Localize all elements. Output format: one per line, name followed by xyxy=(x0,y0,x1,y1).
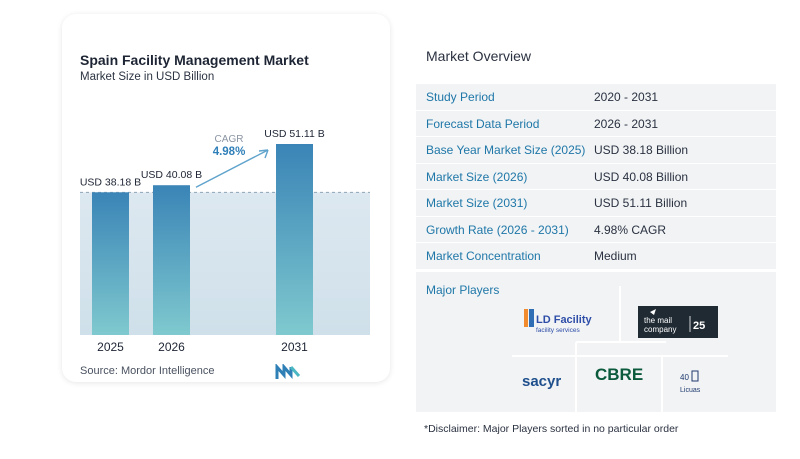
chart-title: Spain Facility Management Market xyxy=(80,52,309,68)
overview-value: USD 40.08 Billion xyxy=(594,169,689,184)
cbre-text: CBRE xyxy=(595,365,643,384)
bar-2026 xyxy=(153,185,190,335)
data-label-2026: USD 40.08 B xyxy=(141,169,202,181)
overview-key: Market Size (2026) xyxy=(426,169,528,184)
overview-table: Study Period 2020 - 2031 Forecast Data P… xyxy=(416,84,776,270)
x-tick-2026: 2026 xyxy=(158,340,185,354)
overview-title: Market Overview xyxy=(426,48,532,64)
mail-company-line1: the mail xyxy=(644,316,672,325)
cagr-arrowhead-icon xyxy=(258,149,269,159)
overview-row: Study Period 2020 - 2031 xyxy=(416,84,776,111)
overview-row: Forecast Data Period 2026 - 2031 xyxy=(416,110,776,137)
overview-key: Market Size (2031) xyxy=(426,196,528,210)
licuas-text: Licuas xyxy=(680,387,701,394)
overview-key: Market Concentration xyxy=(426,249,541,263)
sacyr-logo: sacyr xyxy=(520,370,576,392)
ld-facility-logo: LD Facility facility services xyxy=(524,306,604,334)
overview-row: Market Size (2026) USD 40.08 Billion xyxy=(416,163,776,190)
mail-company-badge: 25 xyxy=(693,320,705,332)
mordor-logo-icon xyxy=(275,363,301,385)
overview-row: Market Concentration Medium xyxy=(416,243,776,270)
disclaimer-text: *Disclaimer: Major Players sorted in no … xyxy=(424,423,679,435)
data-label-2025: USD 38.18 B xyxy=(80,176,141,188)
ld-facility-sub: facility services xyxy=(536,327,580,334)
chart-card: Spain Facility Management Market Market … xyxy=(62,14,390,382)
major-players-title: Major Players xyxy=(426,283,500,297)
cagr-arrow-line xyxy=(195,149,269,188)
overview-value: 2026 - 2031 xyxy=(594,116,659,131)
x-tick-2031: 2031 xyxy=(281,340,308,354)
x-tick-2025: 2025 xyxy=(97,340,124,354)
overview-key: Base Year Market Size (2025) xyxy=(426,143,586,157)
mail-company-line2: company xyxy=(644,325,676,334)
major-players-panel: Major Players LD Facility facility servi… xyxy=(416,272,776,412)
overview-value: 2020 - 2031 xyxy=(594,90,659,104)
overview-key: Study Period xyxy=(426,90,495,104)
licuas-logo: 40 Licuas xyxy=(678,368,718,396)
overview-value: Medium xyxy=(594,249,637,263)
mail-company-logo: the mail company 25 xyxy=(638,306,718,338)
ld-facility-mark: LD Facility xyxy=(536,314,593,326)
cagr-label: CAGR xyxy=(215,134,244,145)
data-label-2031: USD 51.11 B xyxy=(264,128,325,140)
licuas-mark: 40 xyxy=(680,373,689,382)
bar-2031 xyxy=(276,144,313,335)
overview-key: Growth Rate (2026 - 2031) xyxy=(426,222,569,237)
overview-value: 4.98% CAGR xyxy=(594,222,667,237)
overview-value: USD 51.11 Billion xyxy=(594,196,688,210)
source-text: Source: Mordor Intelligence xyxy=(80,365,215,377)
overview-key: Forecast Data Period xyxy=(426,116,540,131)
bar-2025 xyxy=(92,192,129,335)
chart-subtitle: Market Size in USD Billion xyxy=(80,71,215,83)
overview-row: Base Year Market Size (2025) USD 38.18 B… xyxy=(416,137,776,164)
cagr-value: 4.98% xyxy=(213,146,246,158)
overview-row: Growth Rate (2026 - 2031) 4.98% CAGR xyxy=(416,216,776,243)
overview-row: Market Size (2031) USD 51.11 Billion xyxy=(416,190,776,217)
sacyr-text: sacyr xyxy=(522,373,561,390)
overview-value: USD 38.18 Billion xyxy=(594,143,689,157)
bar-chart: USD 38.18 B 2025 USD 40.08 B 2026 USD 51.11 … xyxy=(80,128,370,354)
cbre-logo: CBRE xyxy=(592,362,652,386)
players-grid xyxy=(512,286,728,412)
